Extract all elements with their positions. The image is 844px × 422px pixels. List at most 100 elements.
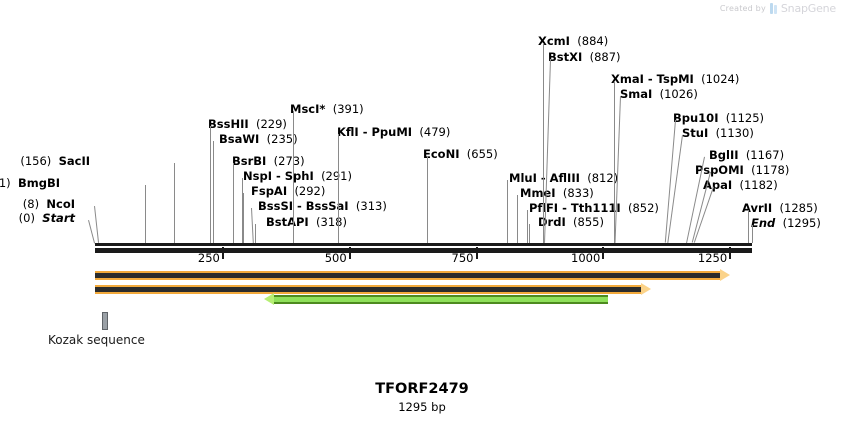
leader-line xyxy=(251,208,254,244)
enzyme-name: KflI - PpuMI xyxy=(337,125,413,139)
enzyme-site-label[interactable]: KflI - PpuMI (479) xyxy=(337,126,450,139)
enzyme-site-label[interactable]: PspOMI (1178) xyxy=(695,164,789,177)
enzyme-position: (8) xyxy=(22,197,40,211)
leader-line xyxy=(529,224,530,243)
leader-line xyxy=(338,134,339,243)
enzyme-site-label[interactable]: MscI* (391) xyxy=(290,103,364,116)
enzyme-site-label[interactable]: DrdI (855) xyxy=(538,216,604,229)
enzyme-site-label[interactable]: End (1295) xyxy=(751,217,821,230)
enzyme-site-label[interactable]: MmeI (833) xyxy=(520,187,594,200)
enzyme-position: (812) xyxy=(587,171,619,185)
enzyme-site-label[interactable]: ApaI (1182) xyxy=(703,179,778,192)
enzyme-site-label[interactable]: XmaI - TspMI (1024) xyxy=(611,73,739,86)
enzyme-name: BstXI xyxy=(548,50,583,64)
leader-line xyxy=(691,171,711,243)
enzyme-position: (479) xyxy=(419,125,451,139)
feature-arrow[interactable] xyxy=(95,269,730,281)
leader-line xyxy=(243,193,244,243)
feature-arrowhead xyxy=(719,269,730,281)
enzyme-site-label[interactable]: BglII (1167) xyxy=(709,149,784,162)
enzyme-name: StuI xyxy=(682,126,709,140)
ruler-tick xyxy=(602,247,605,259)
enzyme-name: NspI - SphI xyxy=(243,169,314,183)
enzyme-position: (1125) xyxy=(725,111,765,125)
watermark-prefix: Created by xyxy=(719,4,766,13)
leader-line xyxy=(517,195,518,243)
leader-line xyxy=(527,210,528,243)
enzyme-name: BstAPI xyxy=(266,215,309,229)
kozak-sequence-marker[interactable] xyxy=(101,312,108,330)
enzyme-site-label[interactable]: (156) SacII xyxy=(20,155,90,168)
enzyme-site-label[interactable]: BstXI (887) xyxy=(548,51,621,64)
ruler-tick xyxy=(729,247,732,259)
leader-line xyxy=(543,43,544,243)
enzyme-name: BsaWI xyxy=(219,132,260,146)
kozak-sequence-label: Kozak sequence xyxy=(48,333,145,347)
enzyme-site-label[interactable]: MluI - AflIII (812) xyxy=(509,172,618,185)
enzyme-position: (291) xyxy=(321,169,352,183)
enzyme-site-label[interactable]: Bpu10I (1125) xyxy=(673,112,764,125)
enzyme-name: AvrII xyxy=(742,201,773,215)
enzyme-position: (0) xyxy=(18,211,35,225)
feature-arrow[interactable] xyxy=(263,293,609,305)
enzyme-name: BsrBI xyxy=(232,154,267,168)
enzyme-name: FspAI xyxy=(251,184,288,198)
enzyme-site-label[interactable]: BsaWI (235) xyxy=(219,133,298,146)
feature-arrowhead xyxy=(640,283,651,295)
backbone-bar xyxy=(95,248,752,253)
ruler-tick-label: 1250 xyxy=(697,251,728,265)
enzyme-site-label[interactable]: EcoNI (655) xyxy=(423,148,498,161)
enzyme-position: (655) xyxy=(466,147,498,161)
enzyme-position: (1285) xyxy=(779,201,818,215)
enzyme-position: (1178) xyxy=(751,163,790,177)
enzyme-position: (1182) xyxy=(739,178,778,192)
feature-bar xyxy=(95,271,720,280)
enzyme-position: (1026) xyxy=(659,87,698,101)
leader-line xyxy=(242,178,243,243)
ruler-tick-label: 750 xyxy=(451,251,474,265)
enzyme-position: (1167) xyxy=(745,148,785,162)
enzyme-site-label[interactable]: (8) NcoI xyxy=(23,198,75,211)
enzyme-name: NcoI xyxy=(46,197,75,211)
enzyme-site-label[interactable]: XcmI (884) xyxy=(538,35,608,48)
enzyme-position: (887) xyxy=(589,50,621,64)
leader-line xyxy=(507,180,508,243)
enzyme-site-label[interactable]: (0) Start xyxy=(19,212,75,225)
enzyme-site-label[interactable]: FspAI (292) xyxy=(251,185,325,198)
enzyme-site-label[interactable]: SmaI (1026) xyxy=(620,88,698,101)
enzyme-site-label[interactable]: AvrII (1285) xyxy=(742,202,818,215)
enzyme-position: (1295) xyxy=(782,216,821,230)
ruler-tick xyxy=(221,247,224,259)
leader-line xyxy=(174,163,175,243)
enzyme-name: SmaI xyxy=(620,87,653,101)
backbone-line xyxy=(95,243,752,246)
enzyme-position: (156) xyxy=(20,154,52,168)
snapgene-watermark: Created by SnapGene xyxy=(720,2,836,15)
enzyme-position: (855) xyxy=(573,215,604,229)
enzyme-position: (1024) xyxy=(701,72,740,86)
leader-line xyxy=(614,81,615,243)
enzyme-site-label[interactable]: BstAPI (318) xyxy=(266,216,347,229)
enzyme-site-label[interactable]: (101) BmgBI xyxy=(0,177,60,190)
enzyme-name: EcoNI xyxy=(423,147,460,161)
leader-line xyxy=(293,111,294,243)
enzyme-name: MscI* xyxy=(290,102,326,116)
enzyme-site-label[interactable]: BsrBI (273) xyxy=(232,155,305,168)
enzyme-site-label[interactable]: NspI - SphI (291) xyxy=(243,170,352,183)
leader-line xyxy=(427,156,428,243)
ruler-tick xyxy=(348,247,351,259)
enzyme-site-label[interactable]: StuI (1130) xyxy=(682,127,754,140)
feature-arrow[interactable] xyxy=(95,283,651,295)
enzyme-site-label[interactable]: PflFI - Tth111I (852) xyxy=(529,202,659,215)
enzyme-site-label[interactable]: BssSI - BssSaI (313) xyxy=(258,200,387,213)
feature-bar xyxy=(273,295,609,304)
enzyme-name: PflFI - Tth111I xyxy=(529,201,621,215)
enzyme-position: (318) xyxy=(316,215,347,229)
enzyme-position: (313) xyxy=(355,199,387,213)
enzyme-position: (273) xyxy=(273,154,305,168)
leader-line xyxy=(748,210,749,243)
enzyme-site-label[interactable]: BssHII (229) xyxy=(208,118,287,131)
leader-line xyxy=(94,206,100,244)
snapgene-logo-icon xyxy=(769,3,777,14)
